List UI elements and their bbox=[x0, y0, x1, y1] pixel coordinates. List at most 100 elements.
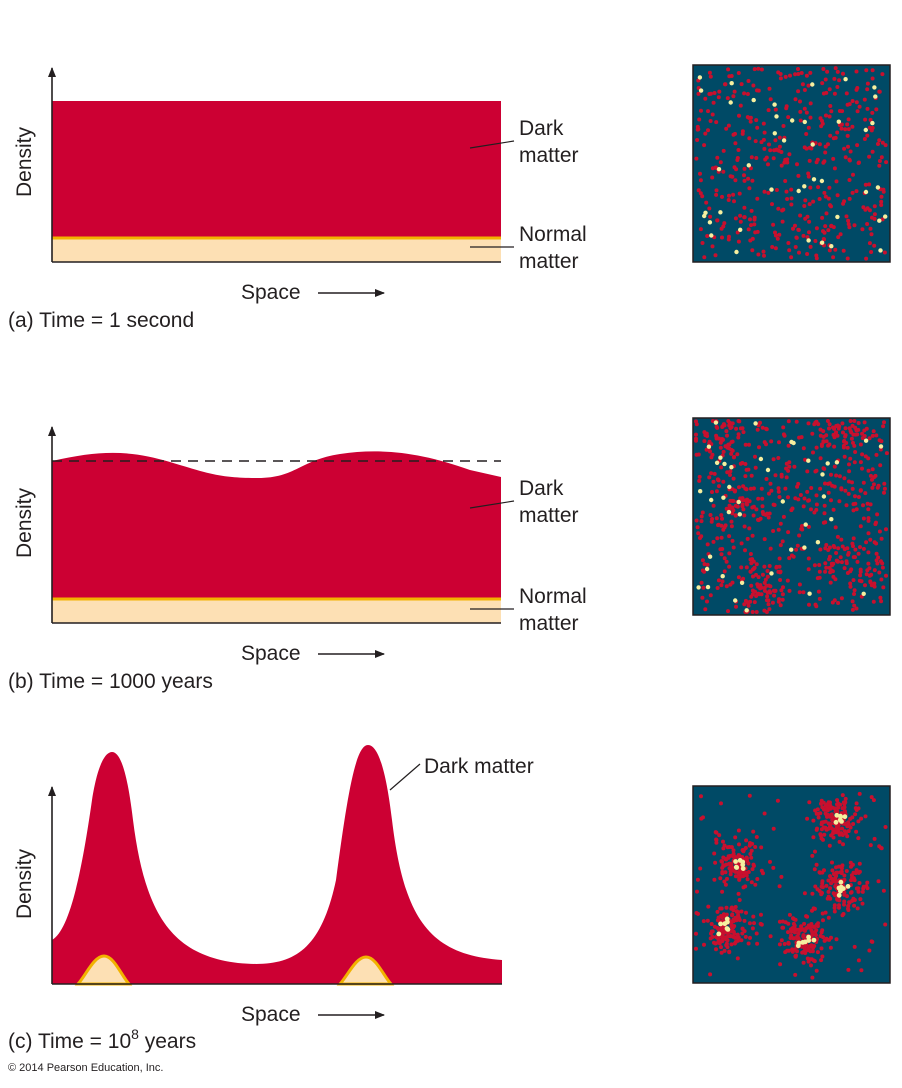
normal-matter-particle bbox=[697, 75, 703, 80]
dark-matter-particle bbox=[720, 547, 725, 551]
dark-matter-particle bbox=[751, 914, 756, 919]
dark-matter-particle bbox=[750, 248, 755, 253]
dark-matter-particle bbox=[844, 214, 849, 219]
normal-matter-particle bbox=[845, 884, 851, 889]
normal-matter-particle bbox=[739, 580, 745, 585]
dark-matter-particle bbox=[827, 114, 832, 119]
dark-matter-particle bbox=[879, 203, 884, 207]
dark-matter-particle bbox=[733, 178, 738, 183]
dark-matter-particle bbox=[786, 530, 791, 535]
normal-matter-particle bbox=[727, 484, 732, 490]
dark-matter-particle bbox=[806, 421, 811, 426]
dark-matter-particle bbox=[848, 581, 853, 586]
dark-matter-particle bbox=[836, 426, 841, 431]
dark-matter-particle bbox=[845, 445, 850, 450]
normal-matter-label-a-line1: Normal bbox=[519, 223, 587, 246]
dark-matter-particle bbox=[745, 115, 750, 120]
dark-matter-particle bbox=[798, 109, 803, 114]
dark-matter-particle bbox=[760, 496, 765, 501]
dark-matter-particle bbox=[826, 878, 831, 883]
dark-matter-particle bbox=[767, 142, 771, 147]
dark-matter-particle bbox=[853, 494, 857, 499]
dark-matter-particle bbox=[737, 853, 742, 858]
dark-matter-particle bbox=[845, 822, 850, 827]
dark-matter-particle bbox=[840, 544, 845, 549]
dark-matter-particle bbox=[844, 869, 849, 873]
dark-matter-particle bbox=[736, 435, 741, 440]
normal-matter-particle bbox=[718, 210, 723, 215]
dark-matter-particle bbox=[791, 921, 796, 926]
dark-matter-particle bbox=[845, 256, 850, 261]
dark-matter-particle bbox=[789, 196, 794, 201]
dark-matter-particle bbox=[795, 543, 800, 548]
dark-matter-particle bbox=[735, 230, 740, 235]
dark-matter-particle bbox=[710, 490, 714, 494]
dark-matter-particle bbox=[840, 826, 845, 831]
dark-matter-particle bbox=[869, 572, 874, 577]
dark-matter-particle bbox=[852, 592, 856, 596]
dark-matter-particle bbox=[694, 432, 698, 437]
dark-matter-particle bbox=[865, 880, 870, 885]
dark-matter-particle bbox=[697, 117, 702, 122]
dark-matter-particle bbox=[812, 906, 817, 911]
dark-matter-particle bbox=[821, 67, 826, 71]
dark-matter-particle bbox=[847, 225, 852, 230]
normal-matter-particle bbox=[791, 440, 796, 446]
dark-matter-particle bbox=[879, 199, 884, 204]
dark-matter-particle bbox=[742, 513, 747, 518]
dark-matter-particle bbox=[859, 968, 864, 973]
dark-matter-particle bbox=[755, 877, 760, 881]
dark-matter-particle bbox=[733, 131, 737, 136]
dark-matter-particle bbox=[768, 859, 772, 864]
dark-matter-particle bbox=[727, 861, 732, 866]
dark-matter-particle bbox=[711, 100, 716, 105]
dark-matter-particle bbox=[790, 553, 794, 558]
dark-matter-particle bbox=[883, 825, 888, 829]
dark-matter-particle bbox=[822, 511, 827, 516]
dark-matter-particle bbox=[833, 809, 838, 814]
dark-matter-particle bbox=[748, 119, 753, 124]
dark-matter-particle bbox=[743, 934, 748, 939]
dark-matter-particle bbox=[818, 486, 823, 491]
dark-matter-area-a bbox=[52, 101, 501, 237]
dark-matter-particle bbox=[846, 144, 850, 149]
normal-matter-particle bbox=[802, 545, 807, 550]
dark-matter-particle bbox=[831, 432, 836, 437]
dark-matter-particle bbox=[774, 188, 779, 192]
normal-matter-particle bbox=[796, 188, 801, 194]
normal-matter-particle bbox=[840, 886, 846, 891]
dark-matter-particle bbox=[854, 189, 859, 194]
dark-matter-particle bbox=[696, 127, 701, 132]
dark-matter-particle bbox=[734, 604, 738, 609]
dark-matter-particle bbox=[723, 870, 728, 875]
dark-matter-particle bbox=[782, 160, 787, 165]
dark-matter-particle bbox=[795, 162, 799, 167]
dark-matter-particle bbox=[776, 456, 781, 460]
normal-matter-particle bbox=[729, 465, 734, 470]
dark-matter-particle bbox=[810, 431, 815, 436]
dark-matter-particle bbox=[855, 906, 860, 911]
dark-matter-particle bbox=[739, 541, 744, 546]
dark-matter-particle bbox=[778, 603, 783, 608]
dark-matter-particle bbox=[726, 609, 730, 614]
dark-matter-particle bbox=[800, 927, 805, 932]
normal-matter-particle bbox=[802, 119, 807, 125]
normal-matter-particle bbox=[878, 248, 883, 253]
dark-matter-particle bbox=[742, 524, 747, 529]
dark-matter-particle bbox=[740, 131, 745, 136]
dark-matter-particle bbox=[816, 815, 821, 820]
dark-matter-particle bbox=[770, 600, 775, 605]
dark-matter-particle bbox=[814, 253, 819, 258]
dark-matter-particle bbox=[787, 464, 792, 469]
dark-matter-particle bbox=[818, 433, 823, 438]
dark-matter-particle bbox=[793, 245, 798, 249]
dark-matter-particle bbox=[736, 828, 741, 833]
dark-matter-particle bbox=[798, 213, 803, 218]
dark-matter-particle bbox=[864, 426, 869, 431]
normal-matter-particle bbox=[842, 814, 848, 820]
dark-matter-particle bbox=[836, 805, 841, 810]
dark-matter-particle bbox=[813, 602, 818, 607]
dark-matter-particle bbox=[720, 437, 725, 441]
dark-matter-particle bbox=[796, 497, 801, 502]
normal-matter-particle bbox=[698, 489, 703, 494]
